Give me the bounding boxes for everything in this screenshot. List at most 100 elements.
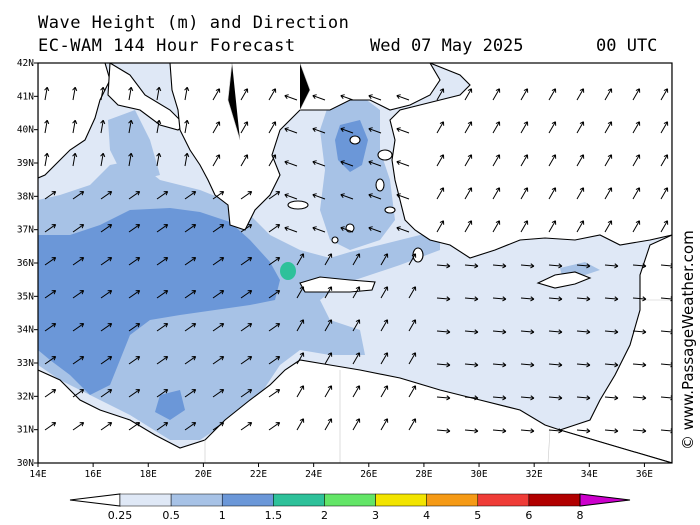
lat-tick-label: 30N xyxy=(17,458,34,469)
direction-arrow xyxy=(156,422,169,431)
legend-swatch xyxy=(324,493,376,507)
direction-arrow xyxy=(240,121,249,134)
direction-arrow xyxy=(284,94,298,101)
direction-arrow xyxy=(72,323,85,332)
direction-arrow xyxy=(368,94,382,101)
direction-arrow xyxy=(156,191,169,200)
direction-arrow xyxy=(240,224,253,233)
direction-arrow xyxy=(284,160,298,167)
direction-arrow xyxy=(100,224,113,233)
direction-arrow xyxy=(240,154,249,167)
direction-arrow xyxy=(632,296,647,302)
direction-arrow xyxy=(212,154,221,167)
direction-arrow xyxy=(436,362,451,368)
direction-arrow xyxy=(156,290,169,299)
direction-arrow xyxy=(436,395,451,401)
lon-tick-label: 30E xyxy=(470,469,487,480)
direction-arrow xyxy=(604,428,619,434)
direction-arrow xyxy=(296,319,305,332)
legend-tick-label: 0.25 xyxy=(108,509,133,522)
legend-tick-label: 8 xyxy=(577,509,584,522)
direction-arrow xyxy=(268,290,281,299)
direction-arrow xyxy=(436,154,445,167)
land-island-chios xyxy=(375,178,385,192)
direction-arrow xyxy=(520,220,529,233)
direction-arrow xyxy=(44,119,50,134)
direction-arrow xyxy=(268,154,277,167)
direction-arrow xyxy=(576,154,585,167)
direction-arrow xyxy=(548,220,557,233)
direction-arrow xyxy=(156,257,169,266)
lat-tick-label: 37N xyxy=(17,225,34,236)
direction-arrow xyxy=(492,428,507,434)
land-island-cyclades xyxy=(331,236,339,244)
direction-arrow xyxy=(380,418,389,431)
direction-arrow xyxy=(240,257,253,266)
direction-arrow xyxy=(576,329,591,335)
direction-arrow xyxy=(464,296,479,302)
wave-zone-1-1.5-aegean xyxy=(335,120,368,172)
direction-arrow xyxy=(296,385,305,398)
lat-tick-label: 42N xyxy=(17,58,34,69)
wave-zone-1-1.5-south xyxy=(155,390,185,420)
direction-arrow xyxy=(72,422,85,431)
legend-swatch xyxy=(426,493,479,507)
direction-arrow xyxy=(312,94,326,101)
direction-arrow xyxy=(380,286,389,299)
direction-arrow xyxy=(368,193,382,200)
direction-arrow xyxy=(156,389,169,398)
direction-arrow xyxy=(604,395,619,401)
direction-arrow xyxy=(436,296,451,302)
direction-arrow xyxy=(660,88,669,101)
direction-arrow xyxy=(156,356,169,365)
direction-arrow xyxy=(632,88,641,101)
legend-swatch xyxy=(375,493,427,507)
forecast-date: Wed 07 May 2025 xyxy=(370,36,524,56)
legend-tick-label: 3 xyxy=(372,509,379,522)
direction-arrow xyxy=(368,127,382,134)
direction-arrow xyxy=(380,385,389,398)
direction-arrow xyxy=(464,362,479,368)
lat-tick-label: 40N xyxy=(17,125,34,136)
direction-arrow xyxy=(548,263,563,269)
land-italy xyxy=(38,63,111,179)
wave-zone-1.5-2 xyxy=(280,262,296,280)
direction-arrow xyxy=(548,88,557,101)
direction-arrow xyxy=(660,121,669,134)
land-cyprus xyxy=(536,271,592,289)
lon-tick-label: 18E xyxy=(140,469,157,480)
direction-arrow xyxy=(576,362,591,368)
direction-arrow xyxy=(184,356,197,365)
direction-arrow xyxy=(548,154,557,167)
legend-tick-label: 1.5 xyxy=(265,509,283,522)
legend-swatch xyxy=(477,493,530,507)
direction-arrow xyxy=(72,257,85,266)
direction-arrow xyxy=(576,428,591,434)
direction-arrow xyxy=(184,323,197,332)
direction-arrow xyxy=(340,94,354,101)
direction-arrow xyxy=(492,121,501,134)
direction-arrow xyxy=(240,356,253,365)
direction-arrow xyxy=(520,329,535,335)
direction-arrow xyxy=(632,428,647,434)
lon-tick-label: 36E xyxy=(636,469,653,480)
direction-arrow xyxy=(520,362,535,368)
direction-arrow xyxy=(100,290,113,299)
direction-arrow xyxy=(184,224,197,233)
direction-arrow xyxy=(324,385,333,398)
direction-arrow xyxy=(44,152,50,167)
direction-arrow xyxy=(436,187,445,200)
legend-swatch xyxy=(273,493,325,507)
direction-arrow xyxy=(44,257,57,266)
direction-arrow xyxy=(100,257,113,266)
direction-arrow xyxy=(520,88,529,101)
direction-arrow xyxy=(604,88,613,101)
direction-arrow xyxy=(212,290,225,299)
direction-arrow xyxy=(520,263,535,269)
direction-arrow xyxy=(520,395,535,401)
direction-arrow xyxy=(128,86,134,101)
direction-arrow xyxy=(352,253,361,266)
direction-arrow xyxy=(368,160,382,167)
direction-arrow xyxy=(632,154,641,167)
lon-tick-label: 28E xyxy=(415,469,432,480)
